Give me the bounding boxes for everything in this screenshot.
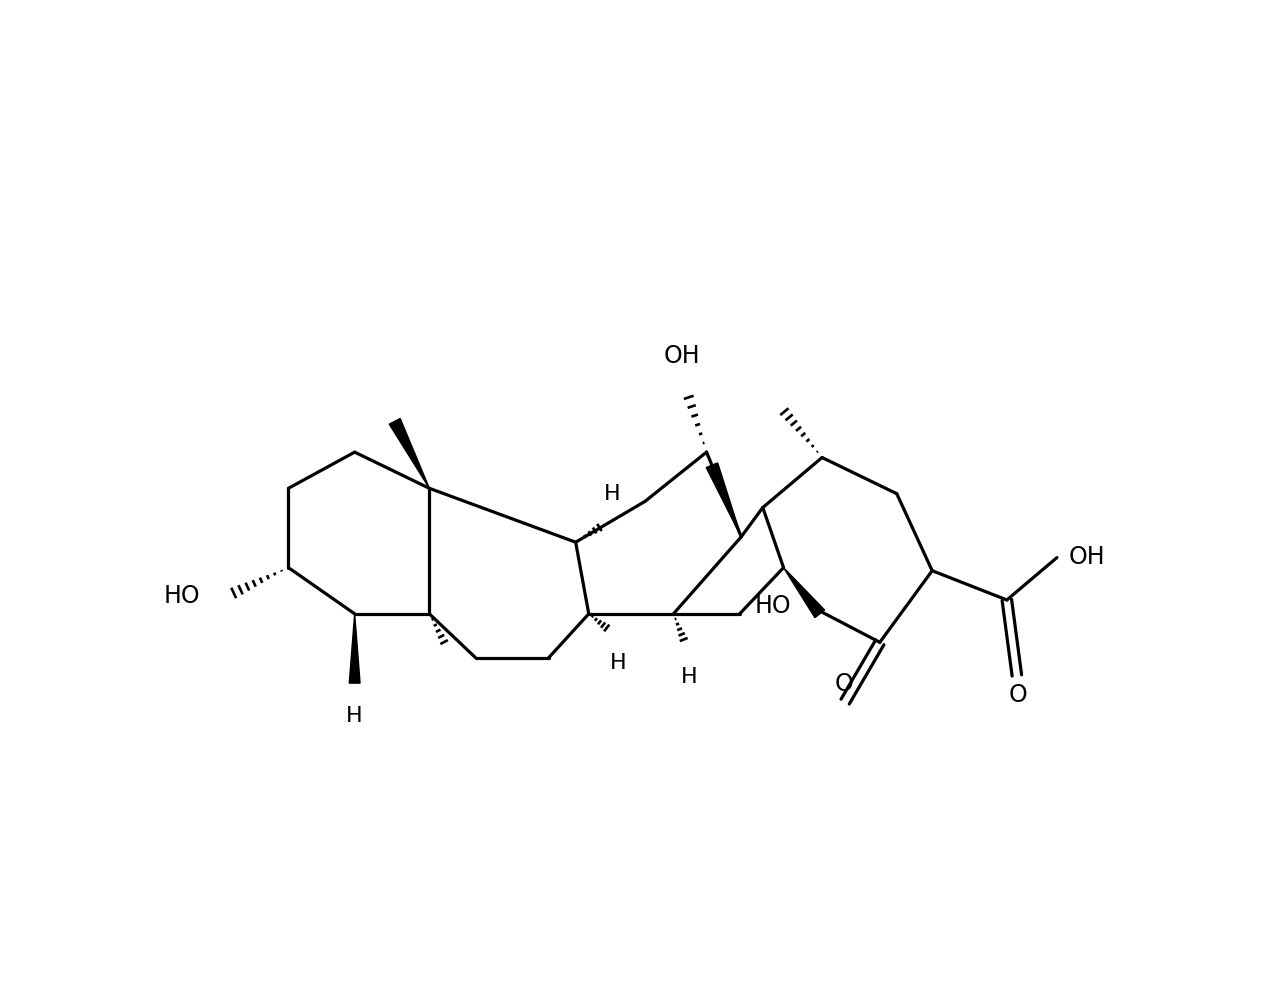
Text: HO: HO	[163, 583, 200, 607]
Text: H: H	[610, 653, 627, 673]
Text: O: O	[835, 672, 853, 696]
Text: H: H	[603, 483, 620, 504]
Text: OH: OH	[1068, 545, 1106, 569]
Polygon shape	[706, 463, 741, 538]
Polygon shape	[389, 419, 429, 488]
Text: O: O	[1009, 682, 1027, 706]
Text: H: H	[682, 667, 698, 686]
Text: OH: OH	[664, 343, 700, 367]
Polygon shape	[783, 568, 824, 618]
Text: H: H	[347, 705, 363, 725]
Text: HO: HO	[755, 593, 791, 617]
Polygon shape	[349, 614, 360, 683]
